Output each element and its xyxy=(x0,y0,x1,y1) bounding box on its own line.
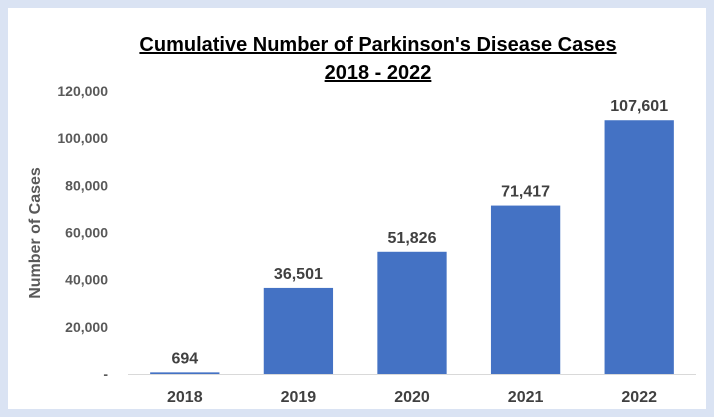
y-axis-label: Number of Cases xyxy=(27,167,44,299)
y-tick-label: 100,000 xyxy=(57,130,108,146)
y-tick-label: 120,000 xyxy=(57,83,108,99)
data-labels: 694 36,501 51,826 71,417 107,601 xyxy=(171,98,668,367)
data-label-2022: 107,601 xyxy=(610,98,668,115)
x-tick-label-2019: 2019 xyxy=(281,389,317,406)
y-tick-label: - xyxy=(103,366,108,382)
data-label-2019: 36,501 xyxy=(274,266,323,283)
data-label-2018: 694 xyxy=(171,350,198,367)
bar-2022 xyxy=(604,120,674,375)
x-tick-label-2021: 2021 xyxy=(508,389,544,406)
x-axis-categories: 2018 2019 2020 2021 2022 xyxy=(167,389,657,406)
y-tick-label: 20,000 xyxy=(65,319,108,335)
bar-2020 xyxy=(377,251,447,374)
chart-frame: Cumulative Number of Parkinson's Disease… xyxy=(8,8,706,409)
y-axis-ticks: - 20,000 40,000 60,000 80,000 100,000 120,000 xyxy=(57,83,108,382)
data-label-2020: 51,826 xyxy=(388,230,437,247)
x-tick-label-2022: 2022 xyxy=(621,389,657,406)
bar-2018 xyxy=(150,372,220,374)
y-tick-label: 60,000 xyxy=(65,225,108,241)
x-tick-label-2018: 2018 xyxy=(167,389,203,406)
bar-2019 xyxy=(263,287,334,374)
y-tick-label: 40,000 xyxy=(65,272,108,288)
chart-title-line-2: 2018 - 2022 xyxy=(325,62,432,84)
x-tick-label-2020: 2020 xyxy=(394,389,430,406)
bar-2021 xyxy=(490,205,561,374)
bars xyxy=(150,120,674,375)
y-tick-label: 80,000 xyxy=(65,177,108,193)
bar-chart: Cumulative Number of Parkinson's Disease… xyxy=(27,34,696,406)
chart-title-line-1: Cumulative Number of Parkinson's Disease… xyxy=(139,34,616,56)
data-label-2021: 71,417 xyxy=(501,184,550,201)
